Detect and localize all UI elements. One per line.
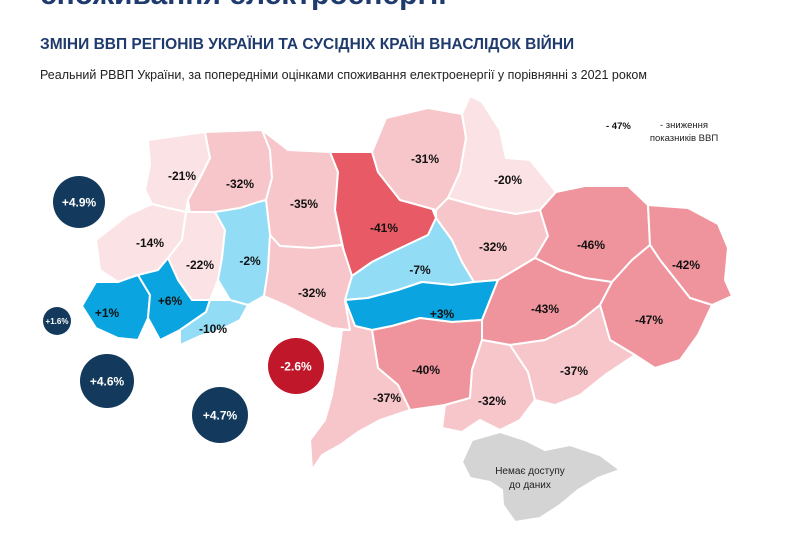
cut-off-heading: споживання електроенергії [40, 0, 447, 12]
region-label-rivne: -32% [226, 177, 254, 191]
region-label-poltava: -32% [479, 240, 507, 254]
region-label-kherson: -32% [478, 394, 506, 408]
region-label-ivano-frankivsk: +6% [158, 294, 183, 308]
crimea-no-data-line2: до даних [509, 480, 551, 491]
region-zaporizhzhia[interactable] [509, 304, 636, 406]
region-label-cherkasy: -7% [409, 263, 431, 277]
neighbor-bubble-moldova [268, 338, 324, 394]
region-label-kyiv: -41% [370, 221, 398, 235]
region-label-ternopil: -22% [186, 258, 214, 272]
region-label-khmelnytskyi: -2% [239, 254, 261, 268]
region-label-kharkiv: -46% [577, 238, 605, 252]
region-label-chernivtsi: -10% [199, 322, 227, 336]
region-label-luhansk: -42% [672, 258, 700, 272]
crimea-no-data-line1: Немає доступу [495, 466, 565, 477]
neighbor-label-romania: +4.7% [203, 408, 238, 422]
region-vinnytsia[interactable] [263, 234, 353, 331]
neighbor-bubble-slovakia [43, 307, 71, 335]
region-zhytomyr[interactable] [261, 129, 343, 249]
neighbor-label-poland: +4.9% [62, 195, 97, 209]
region-label-zaporizhzhia: -37% [560, 364, 588, 378]
legend-description: - зниження показників ВВП [649, 120, 719, 144]
region-label-zhytomyr: -35% [290, 197, 318, 211]
region-label-chernihiv: -31% [411, 152, 439, 166]
legend-value: - 47% [606, 121, 631, 132]
region-label-donetsk: -47% [635, 313, 663, 327]
region-label-lviv: -14% [136, 236, 164, 250]
region-sumy[interactable] [447, 95, 557, 215]
region-label-dnipropetrovsk: -43% [531, 302, 559, 316]
region-label-vinnytsia: -32% [298, 286, 326, 300]
neighbor-label-slovakia: +1.6% [46, 317, 69, 326]
region-chernivtsi[interactable] [179, 299, 249, 346]
region-label-volyn: -21% [168, 169, 196, 183]
region-odesa[interactable] [309, 299, 411, 471]
region-label-sumy: -20% [494, 173, 522, 187]
region-label-mykolaiv: -40% [412, 363, 440, 377]
page-title: ЗМІНИ ВВП РЕГІОНІВ УКРАЇНИ ТА СУСІДНІХ К… [40, 36, 575, 53]
neighbor-bubble-poland [53, 176, 105, 228]
region-zakarpattia[interactable] [81, 274, 151, 341]
neighbor-label-hungary: +4.6% [90, 374, 125, 388]
region-label-zakarpattia: +1% [95, 306, 120, 320]
region-khmelnytskyi[interactable] [214, 199, 271, 306]
region-label-odesa: -37% [373, 391, 401, 405]
region-crimea [461, 431, 621, 523]
region-label-kirovohrad: +3% [430, 307, 455, 321]
page-subtitle: Реальний РВВП України, за попередніми оц… [40, 68, 647, 82]
neighbor-bubble-hungary [80, 354, 134, 408]
neighbor-label-moldova: -2.6% [280, 359, 312, 373]
neighbor-bubble-romania [192, 387, 248, 443]
